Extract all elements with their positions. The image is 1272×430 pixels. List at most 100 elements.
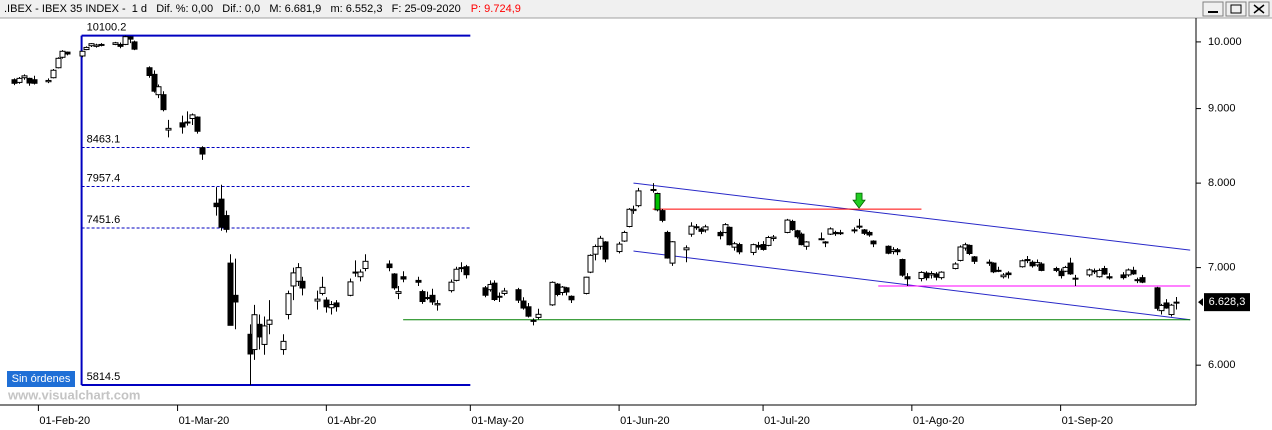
candle-body [688, 225, 695, 235]
candle-body [659, 210, 666, 221]
candle-body [654, 192, 661, 211]
candle-body [347, 281, 354, 296]
plot-area: 6.000 7.000 8.000 9.000 10.000 01-Feb-20 01-Ma… [11, 22, 1250, 427]
candle-body [179, 122, 186, 128]
candle-body [88, 43, 95, 47]
candle-body [664, 231, 671, 259]
candle-body [621, 231, 628, 242]
candle-body [856, 225, 863, 228]
candle-body [894, 249, 901, 253]
candle-body [1120, 274, 1127, 279]
candle-body [635, 190, 642, 207]
candle-body [501, 290, 508, 294]
orders-button[interactable] [7, 371, 75, 387]
last-price-pointer [1198, 298, 1203, 307]
candle-body [1019, 260, 1026, 268]
candle-body [990, 262, 997, 273]
candle-body [923, 272, 930, 279]
candle-body [1154, 287, 1161, 309]
candle-body [434, 303, 441, 306]
candle-body [491, 282, 498, 301]
candle-body [1038, 263, 1045, 271]
candle-body [597, 237, 604, 247]
fibonacci-label: 8463.1 [87, 133, 121, 145]
candle-body [314, 298, 321, 302]
title-price: P: 9.724,9 [471, 3, 521, 15]
candle-body [583, 276, 590, 294]
candle-body [319, 286, 326, 294]
candle-body [592, 246, 599, 255]
candle-body [112, 42, 119, 45]
candle-body [1067, 262, 1074, 275]
candle-body [928, 273, 935, 276]
candle-body [160, 94, 167, 111]
candle-body [798, 233, 805, 246]
candle-body [918, 271, 925, 280]
candle-body [966, 244, 973, 254]
candle-body [299, 280, 306, 289]
candle-body [587, 254, 594, 273]
candle-body [290, 272, 297, 287]
candle-body [362, 260, 369, 270]
candle-body [194, 116, 201, 132]
orders-button-label: Sin órdenes [12, 373, 71, 385]
x-tick-label: 01-Jun-20 [620, 415, 670, 427]
minimize-button[interactable] [1202, 1, 1224, 17]
candle-body [760, 244, 767, 250]
candle-body [1072, 277, 1079, 280]
y-tick-label: 8.000 [1208, 177, 1236, 189]
candle-body [93, 44, 100, 47]
fibonacci-label: 10100.2 [87, 22, 127, 34]
last-price-label: 6.628,3 [1209, 296, 1246, 308]
x-tick-label: 01-Sep-20 [1062, 415, 1113, 427]
candle-body [415, 279, 422, 283]
candle-body [453, 268, 460, 281]
candle-body [463, 266, 470, 276]
maximize-button[interactable] [1225, 1, 1247, 17]
candle-body [803, 241, 810, 247]
candle-body [683, 247, 690, 251]
candle-body [419, 291, 426, 303]
candle-body [938, 271, 945, 279]
candle-body [899, 259, 906, 276]
candle-body [1062, 266, 1069, 272]
x-tick-label: 01-Abr-20 [327, 415, 376, 427]
candle-body [1158, 304, 1165, 312]
candle-body [827, 228, 834, 235]
candle-body [957, 246, 964, 261]
candle-body [16, 77, 23, 83]
candle-body [391, 273, 398, 289]
last-price-box [1204, 293, 1250, 312]
candle-body [280, 340, 287, 351]
candle-body [1163, 302, 1170, 309]
candle-body [424, 297, 431, 300]
candle-body [496, 295, 503, 298]
candle-body [458, 267, 465, 270]
candle-body [861, 229, 868, 234]
candle-body [770, 236, 777, 239]
candle-body [515, 289, 522, 301]
candle-body [750, 244, 757, 253]
candle-body [189, 114, 196, 120]
candle-body [549, 281, 556, 306]
candle-body [630, 208, 637, 212]
x-tick-label: 01-May-20 [471, 415, 524, 427]
candle-body [1086, 269, 1093, 276]
watermark: www.visualchart.com [7, 387, 140, 402]
candle-body [45, 79, 52, 83]
candle-body [669, 241, 676, 264]
candle-body [1053, 268, 1060, 271]
candle-body [755, 244, 762, 248]
candle-body [256, 323, 263, 338]
candle-body [482, 287, 489, 296]
candle-body [285, 293, 292, 316]
y-tick-label: 6.000 [1208, 359, 1236, 371]
candle-body [554, 283, 561, 295]
candle-body [352, 271, 359, 274]
y-tick-label: 10.000 [1208, 36, 1242, 48]
fibonacci-label: 7957.4 [87, 172, 121, 184]
candle-body [328, 304, 335, 309]
candle-body [933, 273, 940, 278]
